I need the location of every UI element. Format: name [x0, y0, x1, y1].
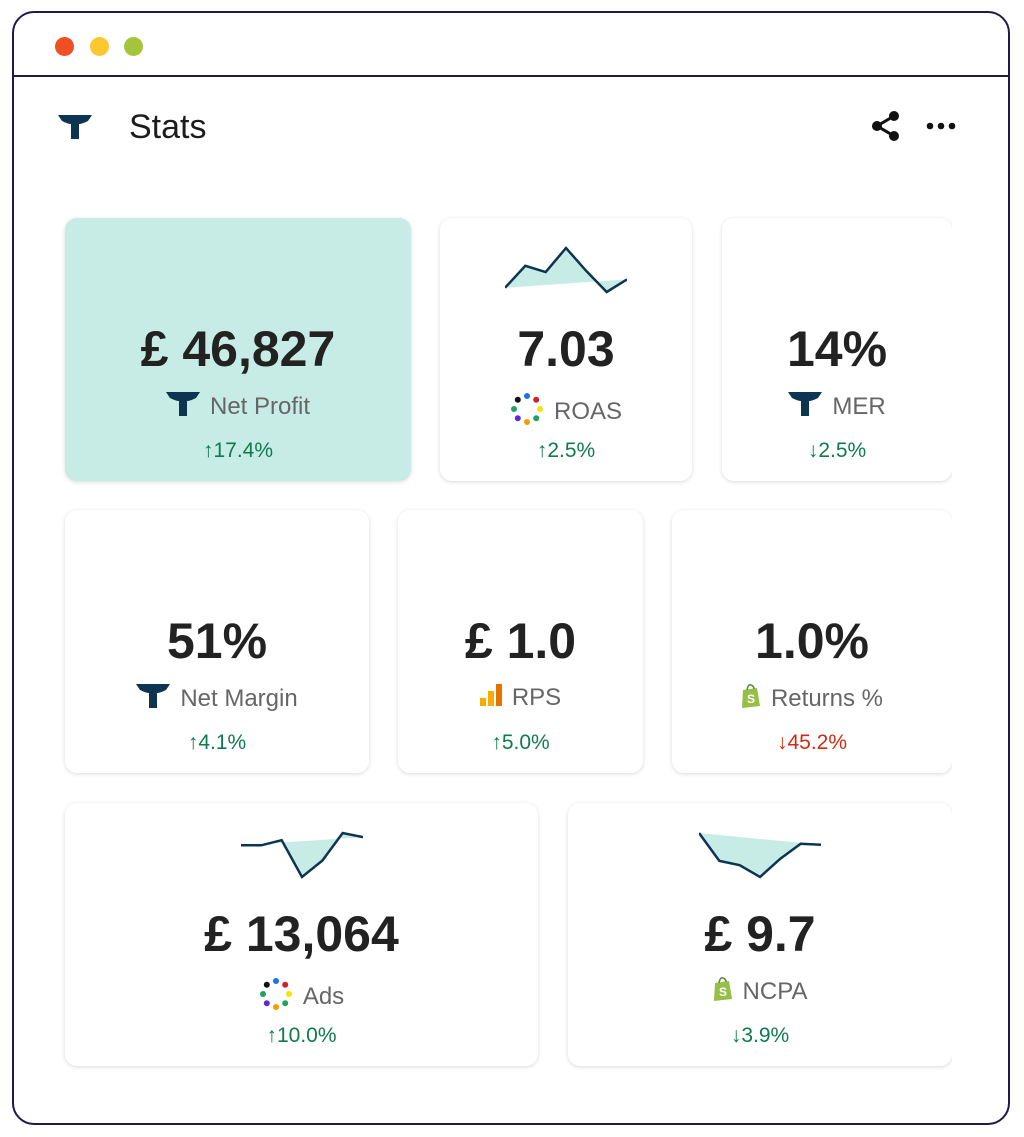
dots-circle-icon — [259, 977, 293, 1016]
sparkline-chart — [240, 831, 363, 879]
stat-value: 7.03 — [517, 321, 615, 377]
sparkline-chart — [699, 832, 821, 879]
sparkline-line — [240, 831, 363, 879]
stat-value: 14% — [786, 321, 888, 377]
stat-change: ↓3.9% — [730, 1024, 790, 1047]
stat-card-ncpa[interactable]: £ 9.7 S NCPA ↓3.9% — [568, 803, 952, 1066]
stat-change: ↓45.2% — [776, 731, 848, 754]
stat-card-mer[interactable]: 14% MER ↓2.5% — [722, 218, 952, 481]
sparkline-chart — [505, 246, 627, 294]
stat-change: ↑5.0% — [491, 731, 550, 754]
dots-circle-icon — [510, 392, 544, 431]
stat-label: Net Margin — [180, 684, 298, 712]
stat-value: £ 13,064 — [204, 906, 399, 962]
share-icon[interactable] — [869, 109, 903, 148]
stat-label: ROAS — [553, 397, 622, 425]
stat-value: £ 1.0 — [464, 613, 577, 669]
stat-value: £ 9.7 — [704, 906, 816, 962]
minimize-window-button[interactable] — [90, 37, 109, 56]
svg-text:S: S — [719, 985, 727, 999]
stat-label: RPS — [511, 683, 562, 711]
stat-value: 1.0% — [755, 613, 869, 669]
stat-card-net-profit[interactable]: £ 46,827 Net Profit ↑17.4% — [65, 218, 411, 481]
stat-label: MER — [832, 392, 886, 420]
page-title: Stats — [129, 108, 207, 146]
more-icon[interactable] — [925, 116, 957, 141]
stat-label: NCPA — [742, 977, 808, 1005]
stat-label: Ads — [302, 982, 345, 1010]
sparkline-line — [505, 246, 627, 294]
sparkline-area — [699, 833, 821, 877]
stat-change: ↑2.5% — [536, 439, 596, 462]
stat-change: ↑4.1% — [187, 731, 247, 754]
stat-value: £ 46,827 — [140, 321, 336, 377]
close-window-button[interactable] — [55, 37, 74, 56]
svg-text:S: S — [747, 692, 755, 706]
maximize-window-button[interactable] — [124, 37, 143, 56]
app-window: Stats £ 46,827 Net Profit ↑17.4% 7.03 ROAS ↑2… — [12, 11, 1010, 1125]
shopify-icon: S — [741, 684, 761, 713]
brand-logo-icon — [788, 392, 823, 421]
bar-chart-icon — [479, 684, 502, 711]
stat-card-roas[interactable]: 7.03 ROAS ↑2.5% — [440, 218, 692, 481]
stats-grid: £ 46,827 Net Profit ↑17.4% 7.03 ROAS ↑2.5% 14%… — [14, 13, 952, 1123]
brand-logo-icon — [58, 115, 92, 144]
stat-value: 51% — [166, 613, 268, 669]
brand-logo-icon — [136, 684, 171, 713]
brand-logo-icon — [165, 392, 200, 421]
stat-change: ↑17.4% — [202, 439, 274, 462]
sparkline-line — [699, 832, 821, 879]
sparkline-area — [505, 248, 627, 292]
stat-label: Net Profit — [209, 392, 311, 420]
stat-card-returns[interactable]: 1.0% S Returns % ↓45.2% — [672, 510, 952, 773]
stat-card-net-margin[interactable]: 51% Net Margin ↑4.1% — [65, 510, 369, 773]
stat-card-rps[interactable]: £ 1.0 RPS ↑5.0% — [398, 510, 643, 773]
stat-change: ↓2.5% — [807, 439, 867, 462]
stat-label: Returns % — [770, 684, 884, 712]
title-bar — [14, 13, 1008, 77]
stat-card-ads[interactable]: £ 13,064 Ads ↑10.0% — [65, 803, 538, 1066]
sparkline-area — [240, 833, 363, 877]
shopify-icon: S — [713, 977, 733, 1006]
stat-change: ↑10.0% — [266, 1024, 337, 1047]
